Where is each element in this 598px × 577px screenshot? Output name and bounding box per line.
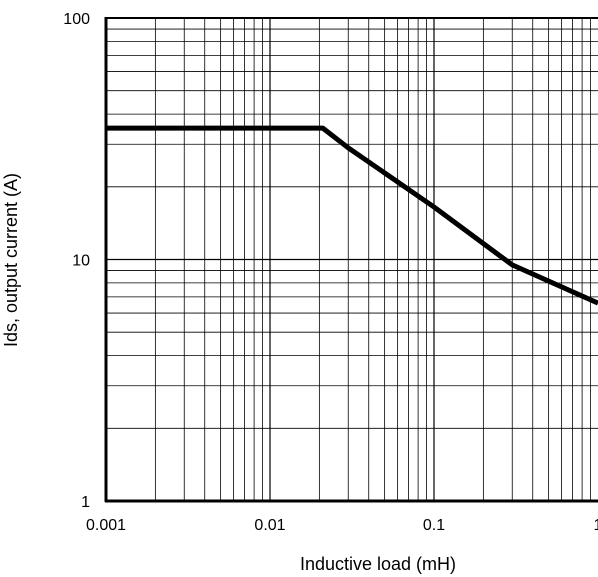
y-axis-title: Ids, output current (A) (1, 173, 21, 347)
x-tick-label: 0.001 (86, 517, 126, 534)
x-axis-title: Inductive load (mH) (300, 554, 456, 574)
series-group (106, 125, 598, 306)
y-tick-label: 10 (72, 253, 90, 270)
x-tick-label: 1 (594, 517, 598, 534)
plot-frame (104, 17, 598, 503)
x-tick-label: 0.01 (254, 517, 285, 534)
series-line-0 (106, 125, 598, 306)
y-tick-labels: 1 10 100 (63, 11, 90, 511)
y-tick-label: 100 (63, 11, 90, 28)
grid-lines (106, 18, 598, 501)
y-tick-label: 1 (81, 494, 90, 511)
x-tick-labels: 0.001 0.01 0.1 1 (86, 517, 598, 534)
x-tick-label: 0.1 (423, 517, 445, 534)
